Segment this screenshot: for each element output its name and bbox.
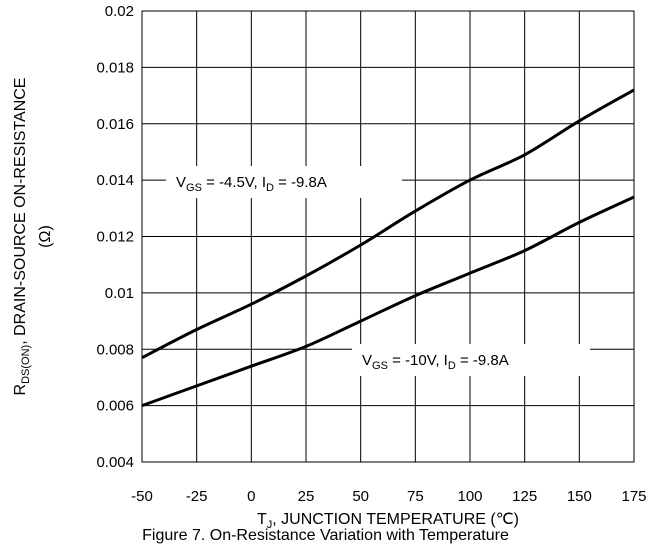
y-tick-label: 0.006 <box>96 398 134 415</box>
x-tick-label: 0 <box>247 488 255 505</box>
grid-lines <box>141 10 635 463</box>
x-tick-label: 100 <box>457 488 482 505</box>
series-line-2 <box>141 195 635 408</box>
x-tick-label: -25 <box>186 488 208 505</box>
y-tick-label: 0.012 <box>96 229 134 246</box>
y-axis-unit: (Ω) <box>37 225 54 248</box>
annotations: VGS = -4.5V, ID = -9.8A VGS = -10V, ID = … <box>166 166 590 376</box>
y-tick-label: 0.004 <box>96 454 134 471</box>
y-tick-label: 0.016 <box>96 116 134 133</box>
plot-frame <box>141 10 635 463</box>
figure-caption: Figure 7. On-Resistance Variation with T… <box>142 527 509 544</box>
x-tick-label: -50 <box>131 488 153 505</box>
x-tick-label: 175 <box>621 488 646 505</box>
y-tick-label: 0.01 <box>105 285 134 302</box>
series-lines <box>141 88 635 408</box>
y-tick-label: 0.008 <box>96 341 134 358</box>
x-tick-label: 75 <box>407 488 424 505</box>
x-tick-labels: -50 -25 0 25 50 75 100 125 150 175 <box>131 488 646 505</box>
series-annotation-1: VGS = -4.5V, ID = -9.8A <box>176 174 327 194</box>
series-line-1 <box>141 88 635 360</box>
series-annotation-2: VGS = -10V, ID = -9.8A <box>362 352 509 372</box>
y-tick-label: 0.02 <box>105 3 134 20</box>
y-tick-label: 0.014 <box>96 172 134 189</box>
annotation-background <box>352 344 590 376</box>
y-axis-label: RDS(ON), DRAIN-SOURCE ON-RESISTANCE <box>12 78 32 396</box>
annotation-background <box>166 166 402 198</box>
x-tick-label: 50 <box>352 488 369 505</box>
x-axis-label: TJ, JUNCTION TEMPERATURE (℃) <box>257 511 519 531</box>
x-tick-label: 150 <box>567 488 592 505</box>
x-tick-label: 125 <box>512 488 537 505</box>
x-tick-label: 25 <box>298 488 315 505</box>
y-tick-label: 0.018 <box>96 59 134 76</box>
y-tick-labels: 0.004 0.006 0.008 0.01 0.012 0.014 0.016 0.018 0… <box>96 3 134 471</box>
